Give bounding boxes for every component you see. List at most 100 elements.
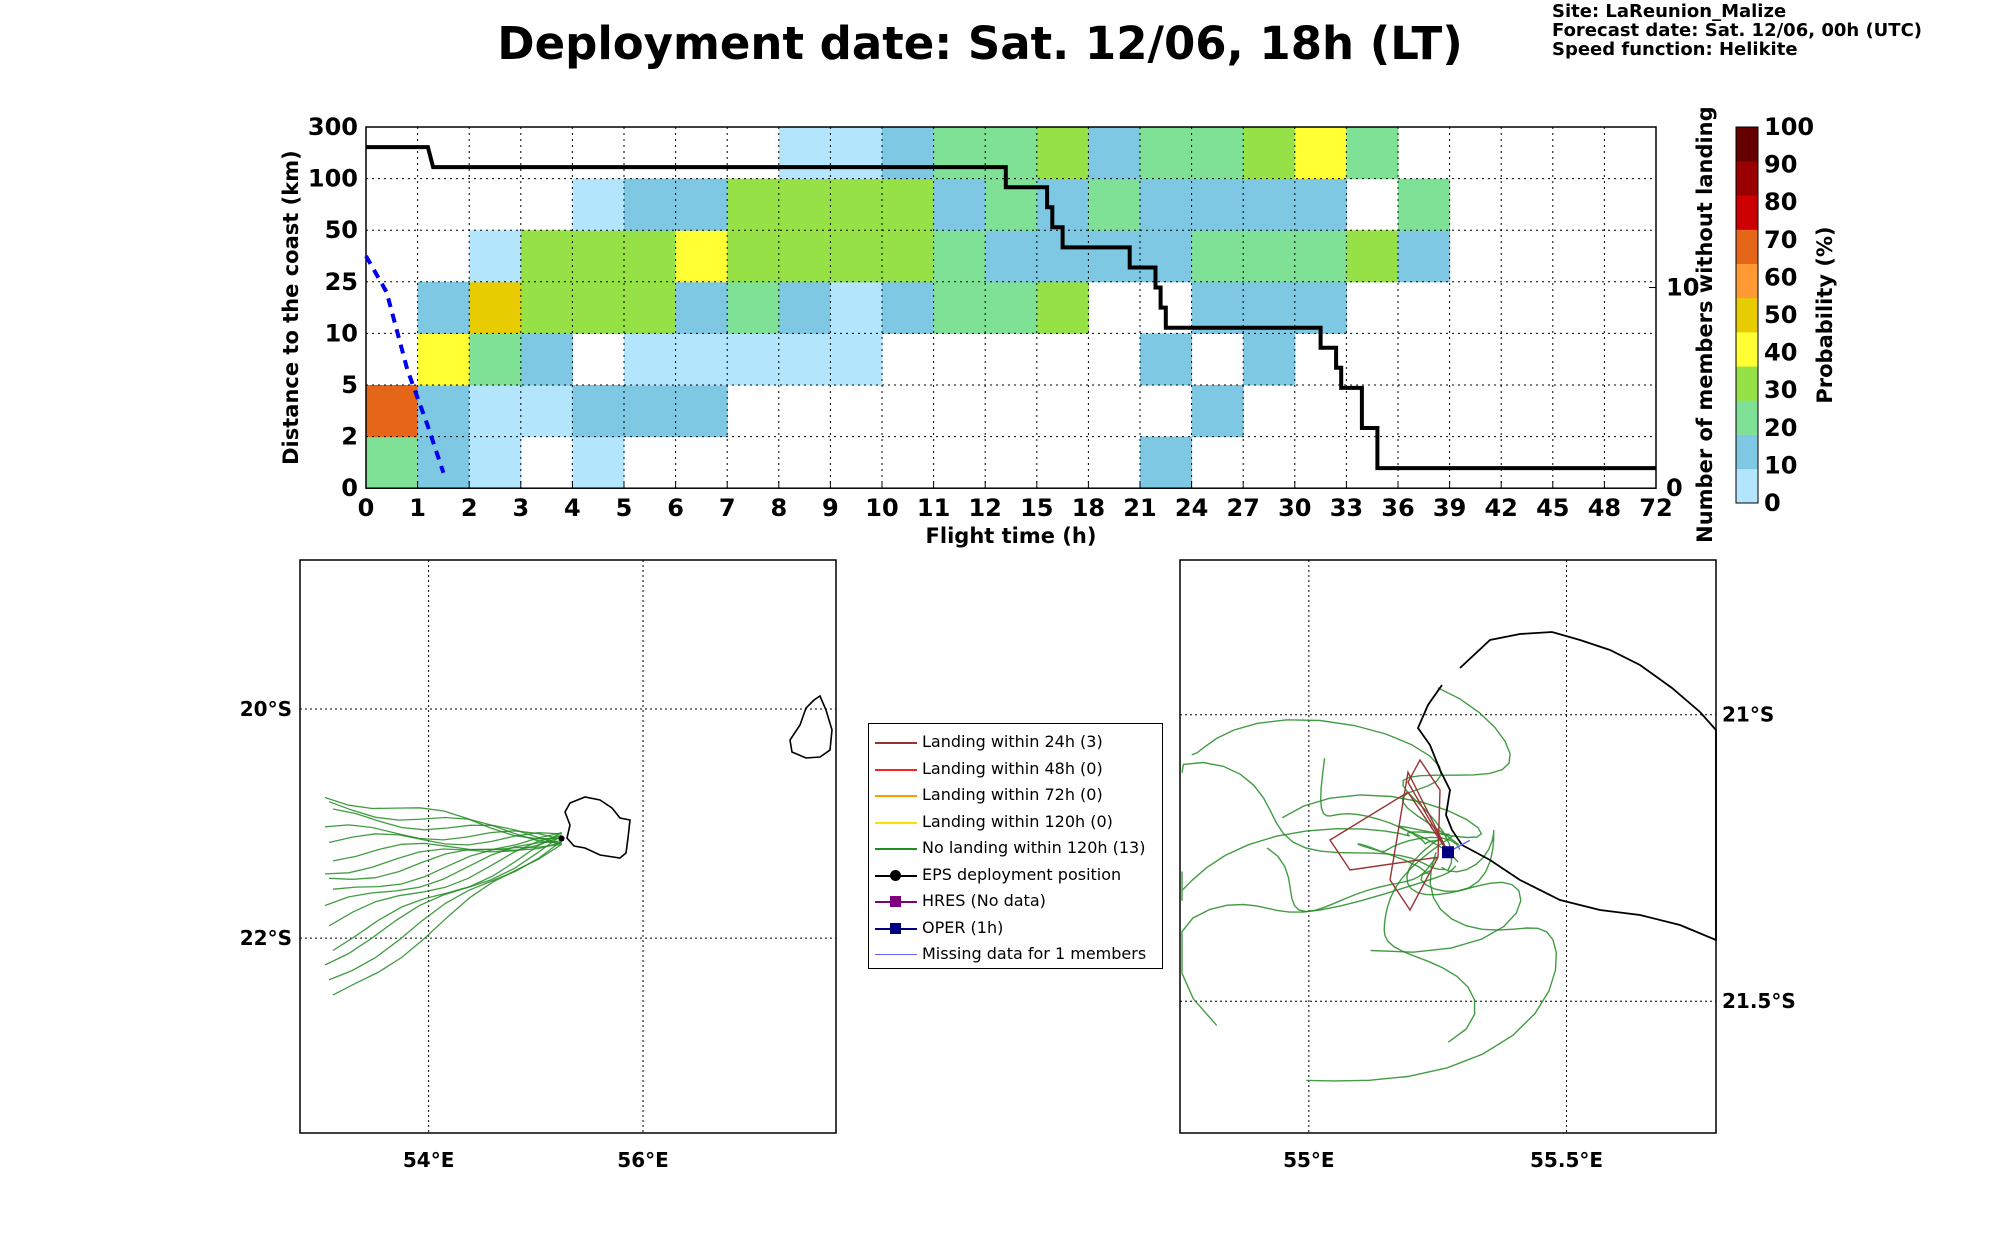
trajectory [1420, 829, 1495, 893]
legend-marker-icon [890, 896, 901, 907]
heatmap-cell [675, 385, 728, 438]
legend-swatch [875, 848, 917, 850]
trajectory [324, 796, 562, 840]
mauritius-coast [789, 694, 833, 759]
heatmap-cell [417, 333, 470, 386]
heatmap-cell [727, 333, 780, 386]
heatmap-cell [624, 230, 677, 283]
heatmap-cell [1191, 127, 1244, 180]
heatmap-cell [727, 178, 780, 231]
map-lat-label: 22°S [240, 926, 292, 950]
legend-label: Landing within 48h (0) [922, 758, 1103, 778]
heatmap-cell [572, 230, 625, 283]
trajectory [328, 834, 562, 927]
colorbar-tick-label: 90 [1764, 151, 1797, 179]
colorbar-tick-label: 100 [1764, 113, 1814, 141]
colorbar-segment [1736, 332, 1758, 367]
trajectory [1383, 835, 1476, 1043]
legend-label: Missing data for 1 members [922, 944, 1147, 963]
heatmap-cell [1243, 127, 1296, 180]
heatmap-cell [1398, 230, 1451, 283]
oper-line [364, 255, 446, 474]
heatmap-cell [1088, 178, 1141, 231]
heatmap-cell [520, 230, 573, 283]
x-tick-label: 8 [770, 494, 787, 522]
heatmap-cell [1140, 333, 1193, 386]
landing-trajectory [1329, 791, 1449, 871]
heatmap-cell [1398, 178, 1451, 231]
y-tick-label: 2 [341, 423, 358, 451]
map-lon-label: 55°E [1283, 1148, 1335, 1172]
x-tick-label: 42 [1484, 494, 1517, 522]
map-lon-label: 54°E [403, 1148, 455, 1172]
x-tick-label: 24 [1175, 494, 1208, 522]
trajectory [332, 808, 562, 845]
heatmap-cell [1243, 230, 1296, 283]
heatmap-cell [933, 230, 986, 283]
colorbar-segment [1736, 127, 1758, 162]
heatmap-cell [727, 281, 780, 334]
oper-marker [1442, 846, 1454, 859]
x-tick-label: 33 [1330, 494, 1363, 522]
heatmap-cell [1191, 230, 1244, 283]
heatmap-cell [520, 333, 573, 386]
trajectory [1181, 761, 1445, 871]
heatmap-cell [572, 281, 625, 334]
x-axis-label: Flight time (h) [926, 524, 1097, 548]
legend-item: EPS deployment position [869, 863, 1162, 889]
members-line [366, 145, 1656, 471]
heatmap-cell [830, 333, 883, 386]
heatmap-cell [1346, 230, 1399, 283]
colorbar-frame [1735, 126, 1759, 504]
heatmap-cell [778, 178, 831, 231]
x-tick-label: 5 [616, 494, 633, 522]
heatmap-cell [882, 230, 935, 283]
site-label: Site: LaReunion_Malize [1552, 1, 1787, 22]
legend-item: Landing within 48h (0) [869, 757, 1162, 783]
legend-swatch [875, 821, 917, 824]
heatmap-cell [1243, 333, 1296, 386]
heatmap-cell [830, 230, 883, 283]
colorbar-tick-label: 30 [1764, 376, 1797, 404]
colorbar-segment [1736, 195, 1758, 230]
map-lat-label: 21°S [1722, 703, 1774, 727]
heatmap-cell [778, 127, 831, 180]
legend-marker-icon [890, 922, 901, 934]
trajectory [332, 832, 562, 862]
heatmap-cell [1243, 281, 1296, 334]
heatmap-cell [469, 281, 522, 334]
heatmap-cell [469, 333, 522, 386]
heatmap-cell [985, 127, 1038, 180]
landing-trajectory [1407, 758, 1449, 858]
x-tick-label: 45 [1536, 494, 1569, 522]
heatmap-cell [933, 281, 986, 334]
colorbar-tick-label: 50 [1764, 301, 1797, 329]
y-tick-label: 300 [308, 113, 358, 141]
trajectory [1402, 687, 1511, 871]
trajectory [1306, 852, 1558, 1082]
heatmap-cell [830, 127, 883, 180]
chart-title: Deployment date: Sat. 12/06, 18h (LT) [497, 17, 1463, 70]
trajectory [332, 843, 562, 996]
y-tick-label: 100 [308, 165, 358, 193]
legend-item: OPER (1h) [869, 916, 1162, 942]
trajectory [324, 834, 562, 966]
x-tick-label: 48 [1588, 494, 1621, 522]
legend-label: No landing within 120h (13) [922, 838, 1146, 857]
trajectory [328, 841, 562, 880]
trajectory [332, 831, 562, 952]
x-tick-label: 72 [1639, 494, 1672, 522]
legend-item: Missing data for 1 members [869, 942, 1162, 968]
colorbar-tick-label: 40 [1764, 339, 1797, 367]
heatmap-cell [675, 281, 728, 334]
heatmap-cell [624, 178, 677, 231]
x-tick-label: 18 [1072, 494, 1105, 522]
x-tick-label: 6 [667, 494, 684, 522]
trajectory [1181, 865, 1457, 1026]
heatmap-cell [520, 385, 573, 438]
heatmap-cell [366, 385, 419, 438]
legend-label: Landing within 120h (0) [922, 811, 1113, 831]
landing-trajectory [1389, 769, 1449, 912]
heatmap-cell [366, 436, 419, 489]
colorbar-tick-label: 60 [1764, 263, 1797, 291]
